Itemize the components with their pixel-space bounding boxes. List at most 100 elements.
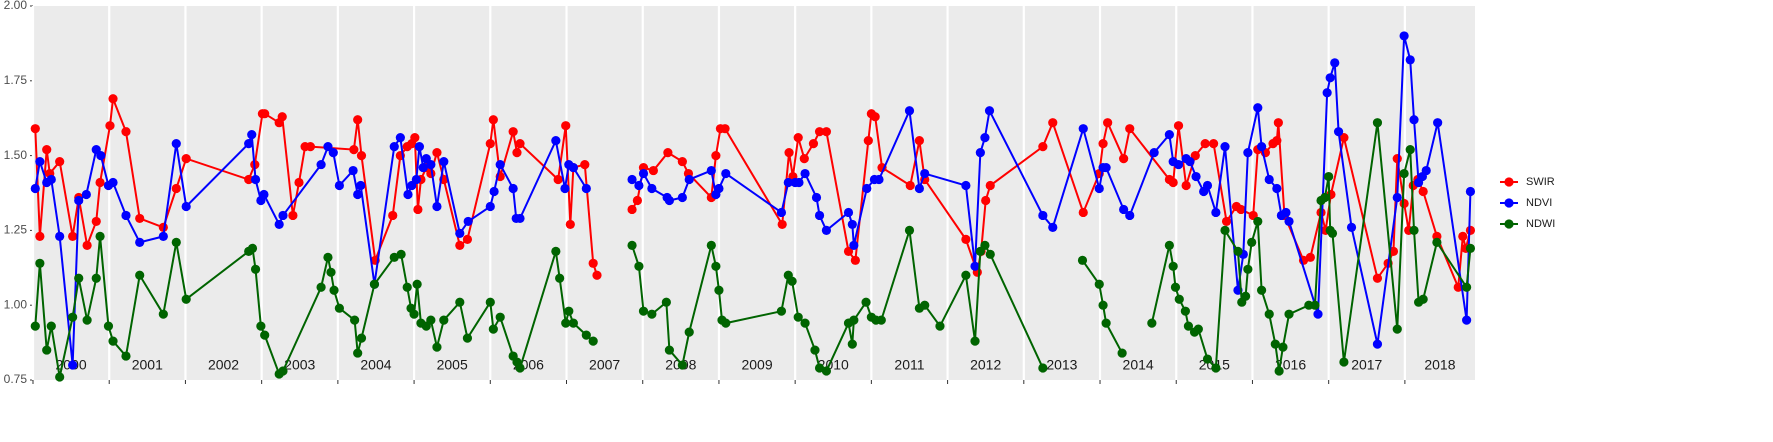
point (432, 201, 442, 212)
point (1078, 207, 1088, 218)
point (664, 345, 675, 355)
point (485, 297, 495, 307)
point (42, 345, 52, 355)
point (799, 153, 809, 164)
point (564, 306, 574, 316)
point (250, 264, 261, 274)
point (348, 165, 358, 176)
point (627, 174, 637, 185)
point (82, 240, 92, 250)
point (776, 207, 787, 218)
point (1372, 118, 1383, 128)
point (684, 174, 694, 185)
point (1421, 165, 1431, 176)
point (495, 159, 505, 170)
point (714, 183, 724, 194)
point (463, 216, 473, 227)
point (985, 180, 995, 191)
point (181, 201, 191, 212)
point (1392, 192, 1402, 203)
point (485, 139, 495, 149)
point (1078, 124, 1088, 134)
point (814, 210, 825, 221)
point (863, 136, 873, 146)
point (260, 109, 270, 119)
point (1103, 118, 1113, 128)
point (488, 115, 498, 125)
point (721, 168, 731, 179)
point (1256, 142, 1267, 152)
point (1305, 252, 1315, 262)
point (647, 309, 657, 319)
point (876, 315, 886, 325)
point (1272, 136, 1282, 146)
point (1325, 73, 1335, 83)
point (369, 279, 380, 289)
point (1284, 309, 1294, 319)
point (81, 189, 91, 200)
point (82, 315, 92, 325)
point (904, 106, 915, 116)
point (455, 228, 465, 238)
point (810, 345, 820, 355)
point (980, 133, 990, 143)
point (638, 306, 649, 316)
point (870, 112, 880, 122)
point (323, 142, 333, 152)
point (55, 156, 65, 167)
point (1372, 273, 1383, 283)
point (1117, 348, 1127, 358)
point (981, 195, 991, 206)
point (108, 177, 118, 188)
point (961, 180, 971, 191)
point (1310, 300, 1320, 310)
point (426, 315, 436, 325)
year-label: 2011 (894, 357, 924, 373)
point (1094, 183, 1104, 194)
year-label: 2013 (1046, 357, 1077, 373)
point (121, 351, 131, 361)
point (677, 192, 687, 203)
point (181, 153, 191, 164)
point (350, 315, 360, 325)
point (30, 124, 40, 134)
point (432, 148, 442, 158)
point (1339, 357, 1349, 367)
point (1077, 255, 1088, 265)
point (800, 168, 810, 179)
point (508, 183, 518, 194)
point (814, 363, 825, 373)
point (1147, 318, 1157, 328)
point (821, 127, 832, 137)
point (1181, 180, 1191, 191)
point (515, 213, 525, 224)
point (1094, 279, 1104, 289)
point (55, 372, 65, 382)
point (171, 237, 181, 247)
point (1200, 139, 1210, 149)
point (402, 282, 412, 292)
point (414, 142, 425, 152)
point (980, 240, 990, 250)
point (847, 339, 857, 349)
point (171, 183, 181, 194)
point (793, 312, 803, 322)
point (316, 159, 326, 170)
point (847, 219, 857, 230)
point (553, 174, 563, 185)
point (455, 240, 465, 250)
year-label: 2004 (360, 357, 391, 373)
point (920, 168, 930, 179)
point (581, 330, 591, 340)
point (411, 174, 421, 185)
point (706, 240, 716, 250)
point (1101, 162, 1111, 173)
point (46, 321, 56, 331)
point (711, 151, 721, 161)
point (1191, 171, 1201, 182)
year-label: 2017 (1351, 357, 1382, 373)
point (1256, 285, 1267, 295)
point (663, 148, 673, 158)
point (1409, 115, 1419, 125)
point (677, 156, 687, 167)
